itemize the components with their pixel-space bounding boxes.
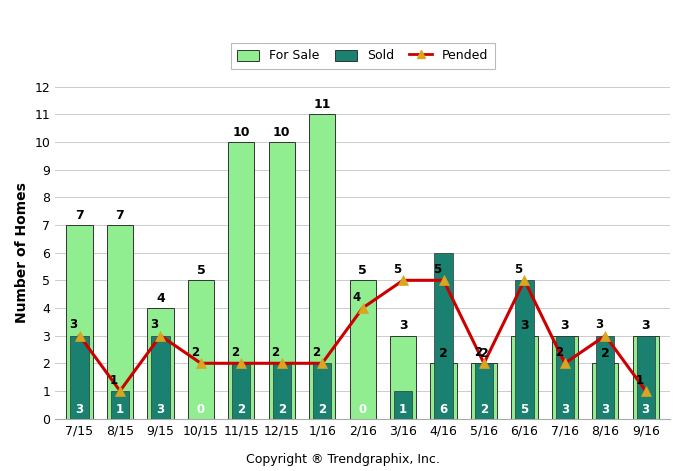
Bar [313,363,332,419]
Bar [632,336,659,419]
Text: 2: 2 [480,403,488,416]
Bar [596,336,614,419]
Pended [237,360,245,366]
Text: 3: 3 [75,403,84,416]
Text: 2: 2 [190,346,199,359]
Text: 2: 2 [474,346,482,359]
Text: 2: 2 [601,347,610,360]
Bar [394,391,412,419]
Text: 5: 5 [358,264,367,277]
Text: 5: 5 [393,263,401,276]
Text: 5: 5 [197,264,205,277]
Text: 7: 7 [116,209,125,222]
Pended [318,360,326,366]
Text: 5: 5 [521,403,529,416]
Pended [156,333,164,339]
Bar [556,336,574,419]
Text: Copyright ® Trendgraphix, Inc.: Copyright ® Trendgraphix, Inc. [245,453,440,466]
Text: 3: 3 [69,318,77,332]
Text: 6: 6 [439,403,448,416]
Bar [592,363,619,419]
Text: 2: 2 [479,347,488,360]
Text: 3: 3 [595,318,603,332]
Pended [601,333,610,339]
Pended [197,360,205,366]
Text: 1: 1 [399,403,407,416]
Text: 3: 3 [641,319,650,333]
Bar [636,336,655,419]
Text: 3: 3 [601,403,610,416]
Text: 3: 3 [156,403,164,416]
Text: 1: 1 [636,374,644,387]
Text: 3: 3 [520,319,529,333]
Text: 5: 5 [514,263,523,276]
Pended [521,277,529,283]
Bar [471,363,497,419]
Text: 10: 10 [273,126,290,138]
Pended [480,360,488,366]
Bar [188,280,214,419]
Text: 3: 3 [560,319,569,333]
Text: 2: 2 [277,403,286,416]
Text: 0: 0 [358,403,366,416]
Bar [273,363,291,419]
Bar [515,280,534,419]
Bar [147,308,173,419]
Pended [358,305,366,311]
Bar [349,280,376,419]
Text: 2: 2 [312,346,320,359]
Pended [277,360,286,366]
Text: 1: 1 [116,403,124,416]
Pended [399,277,407,283]
Bar [309,114,336,419]
Text: 10: 10 [233,126,250,138]
Legend: For Sale, Sold, Pended: For Sale, Sold, Pended [231,43,495,69]
Text: 2: 2 [318,403,326,416]
Text: 2: 2 [439,347,448,360]
Bar [111,391,129,419]
Bar [228,142,254,419]
Text: 3: 3 [642,403,650,416]
Bar [66,225,92,419]
Y-axis label: Number of Homes: Number of Homes [15,182,29,323]
Text: 3: 3 [399,319,408,333]
Text: 3: 3 [561,403,569,416]
Text: 4: 4 [352,291,360,304]
Bar [434,252,453,419]
Bar [430,363,457,419]
Bar [475,363,493,419]
Pended [75,333,84,339]
Text: 4: 4 [156,292,165,305]
Text: 2: 2 [555,346,563,359]
Text: 2: 2 [272,346,279,359]
Text: 5: 5 [433,263,442,276]
Text: 1: 1 [110,374,118,387]
Pended [116,388,124,394]
Text: 3: 3 [150,318,158,332]
Text: 0: 0 [197,403,205,416]
Bar [269,142,295,419]
Pended [642,388,650,394]
Text: 2: 2 [237,403,245,416]
Text: 11: 11 [314,98,331,111]
Bar [511,336,538,419]
Pended [439,277,447,283]
Line: Pended: Pended [75,276,651,396]
Bar [151,336,170,419]
Pended [561,360,569,366]
Bar [71,336,88,419]
Bar [107,225,133,419]
Bar [232,363,251,419]
Text: 2: 2 [231,346,239,359]
Bar [551,336,578,419]
Bar [390,336,416,419]
Text: 7: 7 [75,209,84,222]
